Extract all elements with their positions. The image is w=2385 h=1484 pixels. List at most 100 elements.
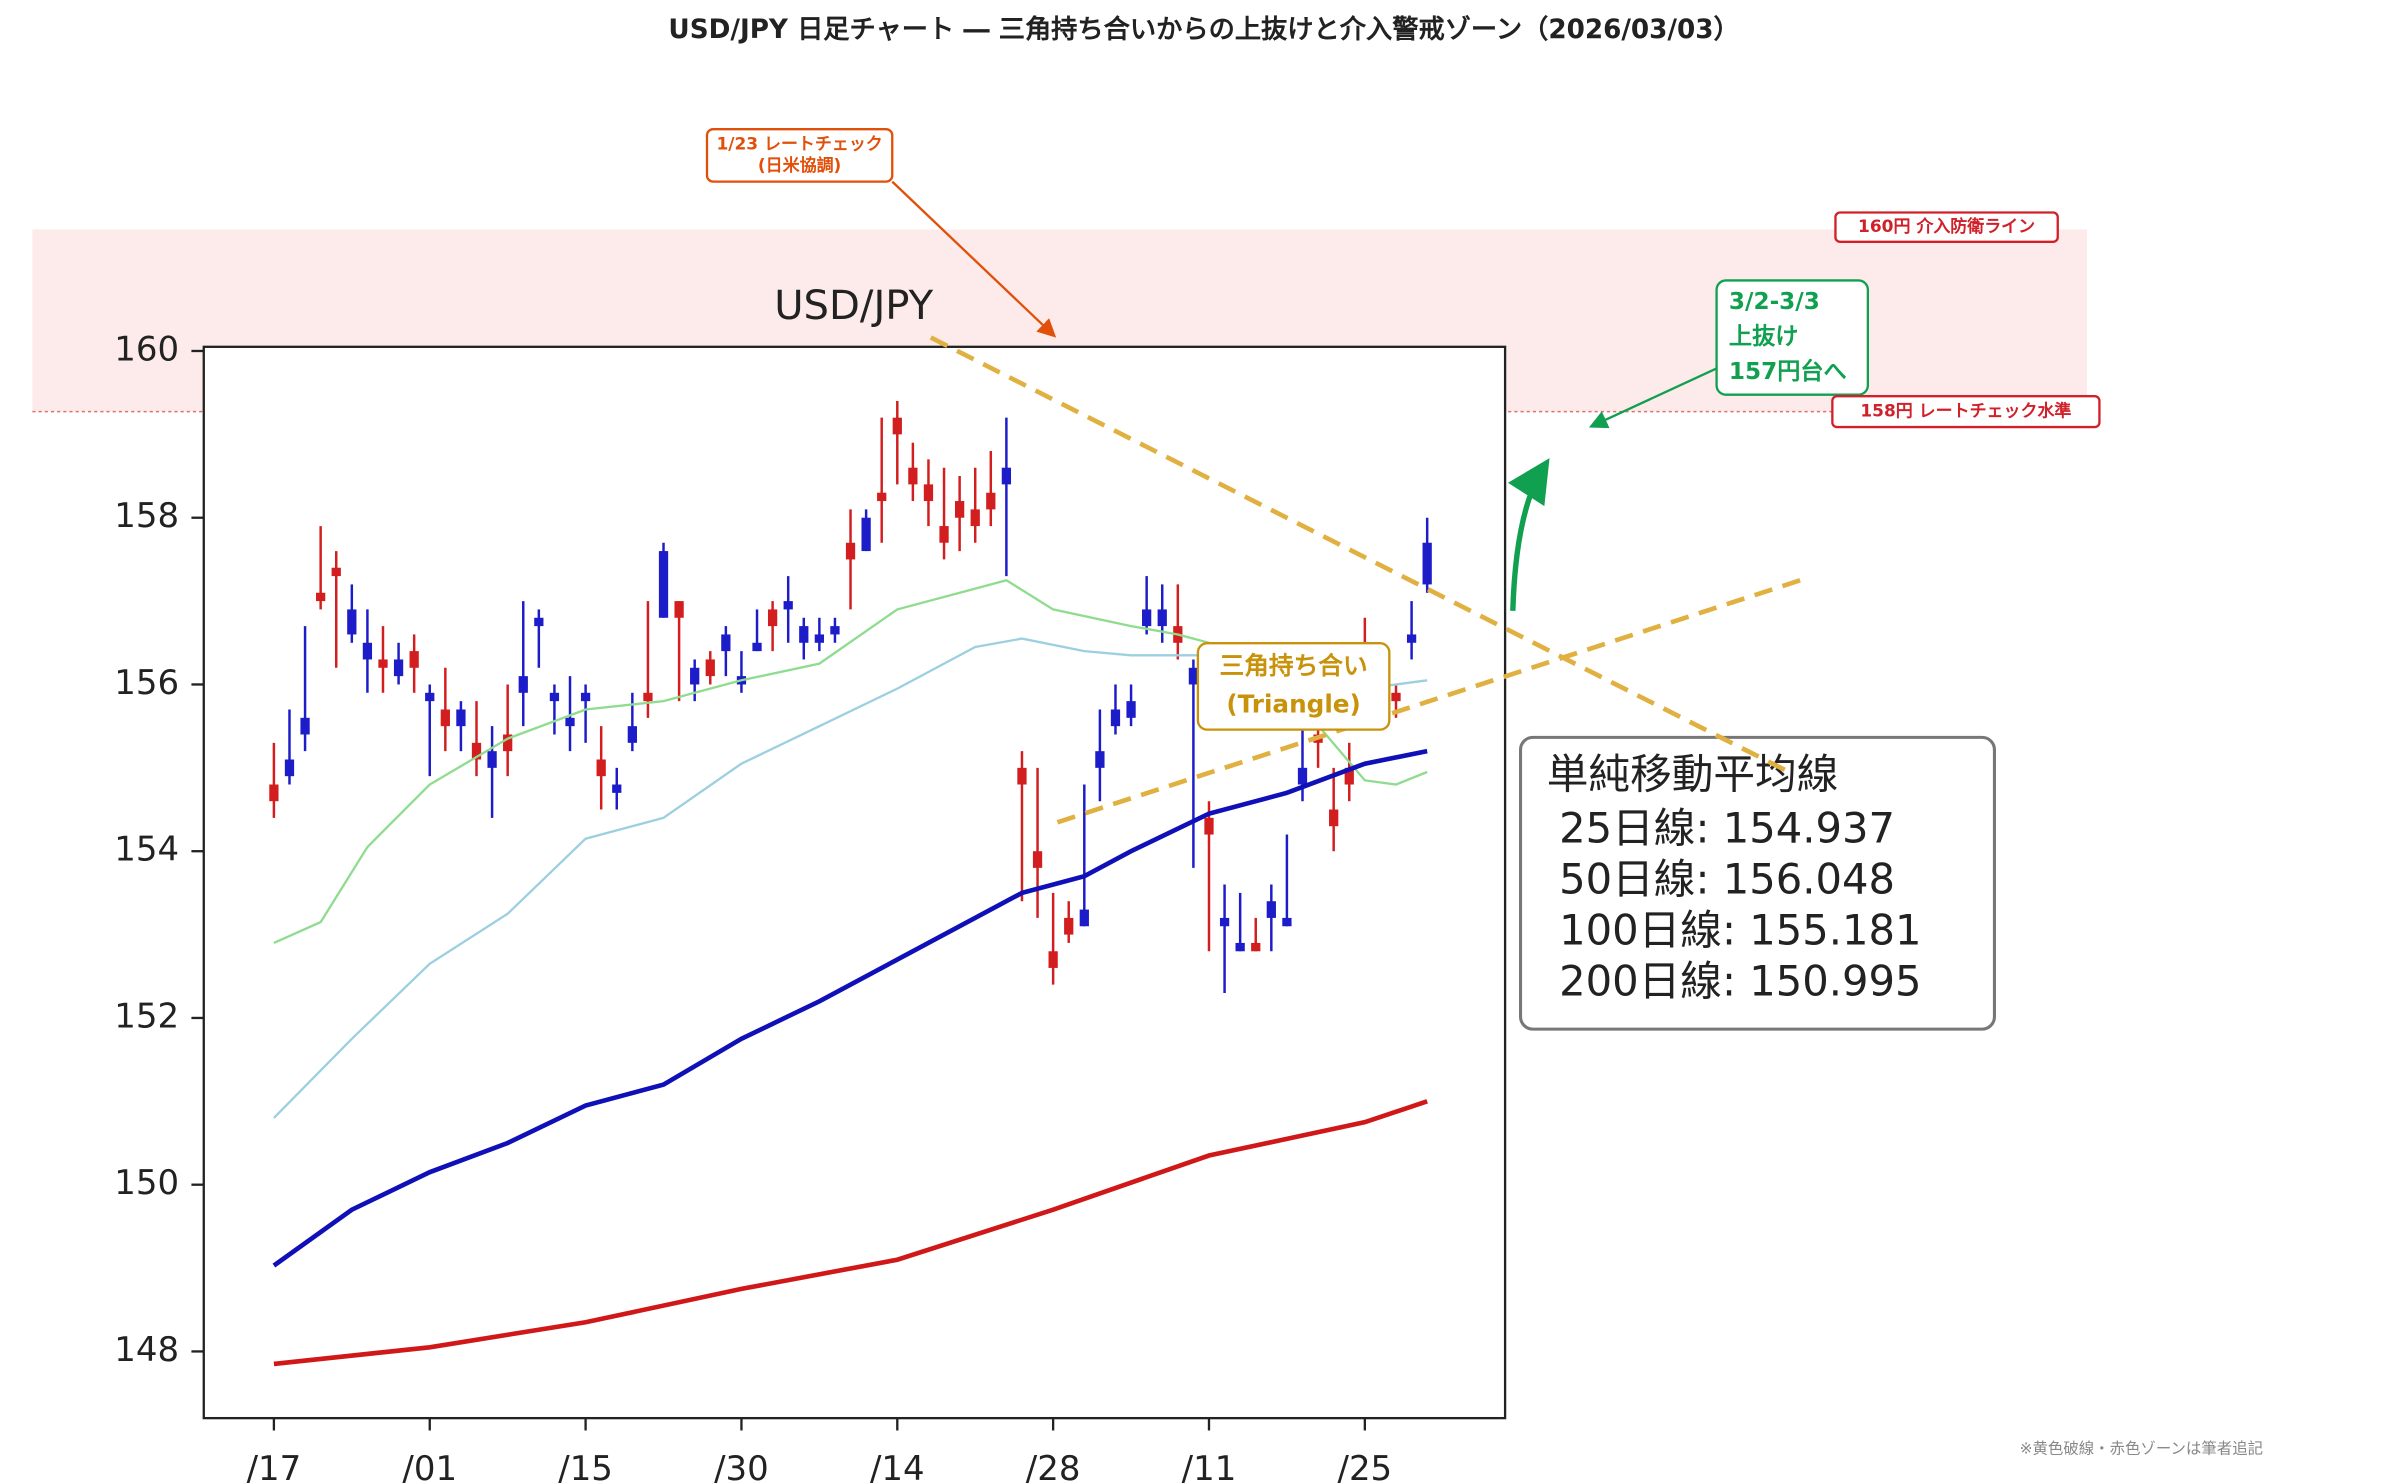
annotation-text: 三角持ち合い <box>1220 651 1368 680</box>
candle-body <box>1079 909 1089 927</box>
annotation-box <box>1196 642 1391 731</box>
annotation-box <box>705 127 894 183</box>
inner-title: USD/JPY <box>774 283 933 329</box>
candle-body <box>908 467 918 485</box>
annotation-text: 1/23 レートチェック <box>716 135 882 155</box>
candle-body <box>970 509 980 527</box>
candle-body <box>783 601 793 610</box>
y-tick-label: 154 <box>114 830 179 870</box>
ma-legend-entry: 200日線: 150.995 <box>1559 956 1921 1005</box>
y-tick-label: 156 <box>114 663 179 703</box>
candle-body <box>425 692 435 702</box>
y-tick-label: 152 <box>114 996 179 1036</box>
ma-legend-entry: 100日線: 155.181 <box>1559 905 1921 954</box>
annotation-box <box>1834 211 2059 244</box>
candle-body <box>830 626 840 635</box>
chart-title: USD/JPY 日足チャート ― 三角持ち合いからの上抜けと介入警戒ゾーン（20… <box>668 14 1739 45</box>
candle-body <box>269 784 279 802</box>
annotation-text: 158円 レートチェック水準 <box>1860 401 2071 422</box>
candle-body <box>861 517 871 552</box>
candle-body <box>986 492 996 510</box>
candle-body <box>1422 542 1432 585</box>
candle-body <box>518 676 528 693</box>
candle-body <box>1110 709 1121 727</box>
ma-legend-entry: 50日線: 156.048 <box>1559 854 1895 903</box>
candle-body <box>1344 767 1354 785</box>
candle-body <box>658 551 669 618</box>
candle-body <box>1017 767 1027 785</box>
candle-body <box>1297 767 1308 785</box>
candle-body <box>627 726 637 743</box>
annotation-box <box>1831 395 2101 429</box>
candle-body <box>892 417 902 435</box>
candle-body <box>393 659 404 677</box>
candle-body <box>362 642 373 660</box>
annotation-text: 上抜け <box>1729 323 1798 350</box>
candle-body <box>1251 942 1261 952</box>
candle-body <box>440 709 450 727</box>
candle-body <box>612 784 622 793</box>
annotation-text: 157円台へ <box>1729 358 1847 385</box>
candle-body <box>300 717 310 735</box>
candle-body <box>1235 942 1245 952</box>
candle-body <box>471 742 482 760</box>
x-tick-label: /14 <box>870 1449 925 1484</box>
y-tick-label: 150 <box>114 1163 179 1203</box>
candle-body <box>331 567 341 577</box>
candle-body <box>705 659 715 677</box>
x-tick-label: /28 <box>1026 1449 1081 1484</box>
triangle-upper <box>929 335 1792 775</box>
annotation-text: (Triangle) <box>1226 690 1360 719</box>
candle-body <box>767 609 778 627</box>
x-tick-label: /01 <box>402 1449 457 1484</box>
candle-body <box>1064 917 1074 935</box>
ma-box-title: 単純移動平均線 <box>1547 750 1839 799</box>
candle-body <box>284 759 295 777</box>
candle-body <box>487 751 497 768</box>
candle-body <box>1406 634 1417 643</box>
candle-body <box>1204 817 1214 835</box>
candle-body <box>565 717 575 727</box>
breakout-arrow <box>1507 458 1550 611</box>
candle-body <box>534 617 544 627</box>
candle-body <box>1095 751 1105 768</box>
y-tick-label: 158 <box>114 496 179 536</box>
candle-body <box>549 692 560 702</box>
candle-body <box>1157 609 1167 627</box>
arrow <box>1588 367 1718 429</box>
candle-body <box>1391 692 1401 702</box>
candle-body <box>1032 851 1043 868</box>
candle-body <box>456 709 466 727</box>
candle-body <box>1329 809 1339 827</box>
ma-line <box>273 1099 1428 1367</box>
candle-body <box>721 634 731 652</box>
triangle-lower <box>1056 576 1807 825</box>
x-tick-label: /11 <box>1182 1449 1237 1484</box>
y-tick-label: 160 <box>114 329 179 369</box>
candle-body <box>643 692 653 702</box>
candle-body <box>954 501 965 518</box>
annotation-text: 3/2-3/3 <box>1729 289 1820 315</box>
candle-body <box>939 526 949 543</box>
candle-body <box>1188 667 1199 685</box>
plot-frame <box>202 345 1507 1420</box>
candle-body <box>752 642 762 652</box>
annotation-text: 160円 介入防衛ライン <box>1858 216 2035 237</box>
candle-body <box>1219 917 1230 927</box>
candle-body <box>799 626 809 643</box>
x-tick-label: /25 <box>1338 1449 1393 1484</box>
candle-body <box>316 592 326 602</box>
x-tick-label: /15 <box>558 1449 613 1484</box>
x-tick-label: /30 <box>714 1449 769 1484</box>
candle-body <box>674 601 684 618</box>
candle-body <box>409 651 419 668</box>
arrow <box>891 180 1057 338</box>
candle-body <box>580 692 591 702</box>
candle-body <box>1142 609 1152 627</box>
ma-legend-entry: 25日線: 154.937 <box>1559 804 1895 853</box>
ma-box <box>1518 735 1996 1031</box>
candle-body <box>378 659 388 668</box>
candle-body <box>1266 901 1276 918</box>
ma-line <box>272 748 1428 1268</box>
